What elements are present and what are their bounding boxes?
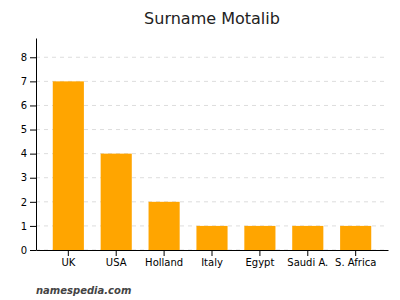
grid-line	[36, 201, 388, 202]
y-tick-label: 7	[21, 76, 27, 87]
y-tick: 5	[21, 124, 36, 135]
bar	[196, 226, 227, 250]
grid-line	[36, 81, 388, 82]
x-tick: USA	[106, 250, 127, 268]
x-tick-mark	[116, 250, 117, 256]
y-tick: 3	[21, 172, 36, 183]
y-tick-label: 8	[21, 52, 27, 63]
y-axis: 0 1 2 3 4 5 6 7 8	[21, 39, 37, 256]
x-tick: Italy	[201, 250, 223, 268]
y-axis-line	[36, 39, 37, 251]
x-tick: UK	[61, 250, 75, 268]
chart-container: 0 1 2 3 4 5 6 7 8 UK USA Holland Italy Egypt Saudi A. S…	[0, 0, 400, 300]
grid-line	[36, 57, 388, 58]
y-tick-label: 4	[21, 148, 27, 159]
x-tick: Saudi A.	[287, 250, 328, 268]
y-tick-mark	[30, 81, 36, 82]
x-tick: Holland	[145, 250, 183, 268]
y-tick-label: 2	[21, 197, 27, 208]
bar	[340, 226, 371, 250]
x-tick-label: UK	[61, 257, 75, 268]
y-tick-label: 6	[21, 100, 27, 111]
x-tick-mark	[355, 250, 356, 256]
y-tick-mark	[30, 202, 36, 203]
y-tick-label: 1	[21, 221, 27, 232]
y-tick-mark	[30, 250, 36, 251]
y-tick: 2	[21, 197, 36, 208]
grid-line	[36, 105, 388, 106]
x-tick-mark	[307, 250, 308, 256]
bar	[53, 81, 84, 250]
grid-line	[36, 153, 388, 154]
x-tick-label: Egypt	[245, 257, 274, 268]
y-tick-label: 5	[21, 124, 27, 135]
y-tick: 6	[21, 100, 36, 111]
x-tick-mark	[68, 250, 69, 256]
x-axis: UK USA Holland Italy Egypt Saudi A. S. Africa	[37, 250, 389, 268]
y-tick: 4	[21, 148, 36, 159]
x-tick-label: S. Africa	[335, 257, 376, 268]
x-tick-mark	[164, 250, 165, 256]
x-tick-label: Italy	[201, 257, 223, 268]
plot-area	[53, 81, 371, 250]
y-tick: 8	[21, 52, 36, 63]
grid-line	[36, 129, 388, 130]
y-tick-label: 0	[21, 245, 27, 256]
bar	[292, 226, 323, 250]
x-tick-label: USA	[106, 257, 127, 268]
grid-line	[36, 177, 388, 178]
x-tick-label: Saudi A.	[287, 257, 328, 268]
x-tick-label: Holland	[145, 257, 183, 268]
x-tick-mark	[259, 250, 260, 256]
y-tick-mark	[30, 105, 36, 106]
y-tick: 1	[21, 221, 36, 232]
bar	[244, 226, 275, 250]
x-tick: S. Africa	[335, 250, 376, 268]
y-tick-mark	[30, 130, 36, 131]
bar	[101, 154, 132, 250]
y-tick-mark	[30, 154, 36, 155]
y-tick: 0	[21, 245, 36, 256]
annotation: namespedia.com	[36, 285, 131, 296]
grid	[36, 57, 388, 250]
y-tick-mark	[30, 178, 36, 179]
y-tick-label: 3	[21, 172, 27, 183]
y-tick-mark	[30, 226, 36, 227]
bar	[149, 202, 180, 250]
chart: 0 1 2 3 4 5 6 7 8 UK USA Holland Italy Egypt Saudi A. S…	[0, 0, 400, 300]
x-tick-mark	[212, 250, 213, 256]
y-tick: 7	[21, 76, 36, 87]
title: Surname Motalib	[144, 9, 280, 28]
x-tick: Egypt	[245, 250, 274, 268]
y-tick-mark	[30, 57, 36, 58]
